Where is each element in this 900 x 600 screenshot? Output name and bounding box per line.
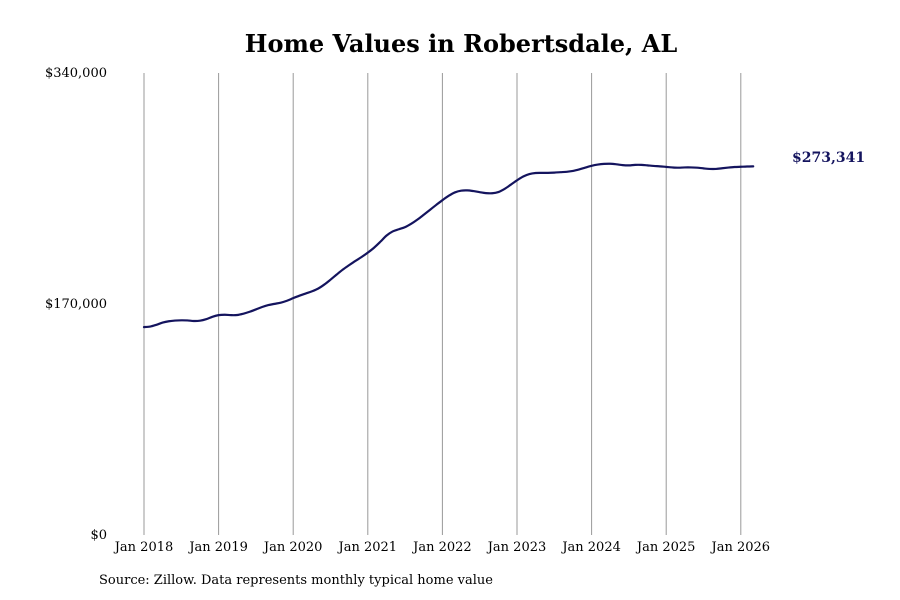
grid-lines [143, 73, 742, 535]
series-layer [142, 162, 755, 329]
x-axis-ticks: Jan 2018 Jan 2019 Jan 2020 Jan 2021 Jan 2022… [113, 540, 770, 555]
chart-title: Home Values in Robertsdale, AL [245, 29, 678, 58]
end-value-label: $273,341 [792, 150, 865, 166]
x-tick-label: Jan 2019 [187, 540, 248, 555]
x-tick-label: Jan 2020 [262, 540, 323, 555]
y-tick-label: $0 [90, 528, 107, 543]
x-tick-label: Jan 2025 [635, 540, 696, 555]
x-tick-label: Jan 2024 [560, 540, 621, 555]
series-line [142, 162, 755, 329]
source-note: Source: Zillow. Data represents monthly … [99, 573, 493, 588]
y-tick-label: $340,000 [45, 66, 107, 81]
x-tick-label: Jan 2026 [710, 540, 771, 555]
x-tick-label: Jan 2023 [486, 540, 547, 555]
x-tick-label: Jan 2021 [337, 540, 398, 555]
y-tick-label: $170,000 [45, 297, 107, 312]
x-tick-label: Jan 2022 [411, 540, 472, 555]
x-tick-label: Jan 2018 [113, 540, 174, 555]
y-axis-ticks: $0 $170,000 $340,000 [45, 66, 107, 543]
